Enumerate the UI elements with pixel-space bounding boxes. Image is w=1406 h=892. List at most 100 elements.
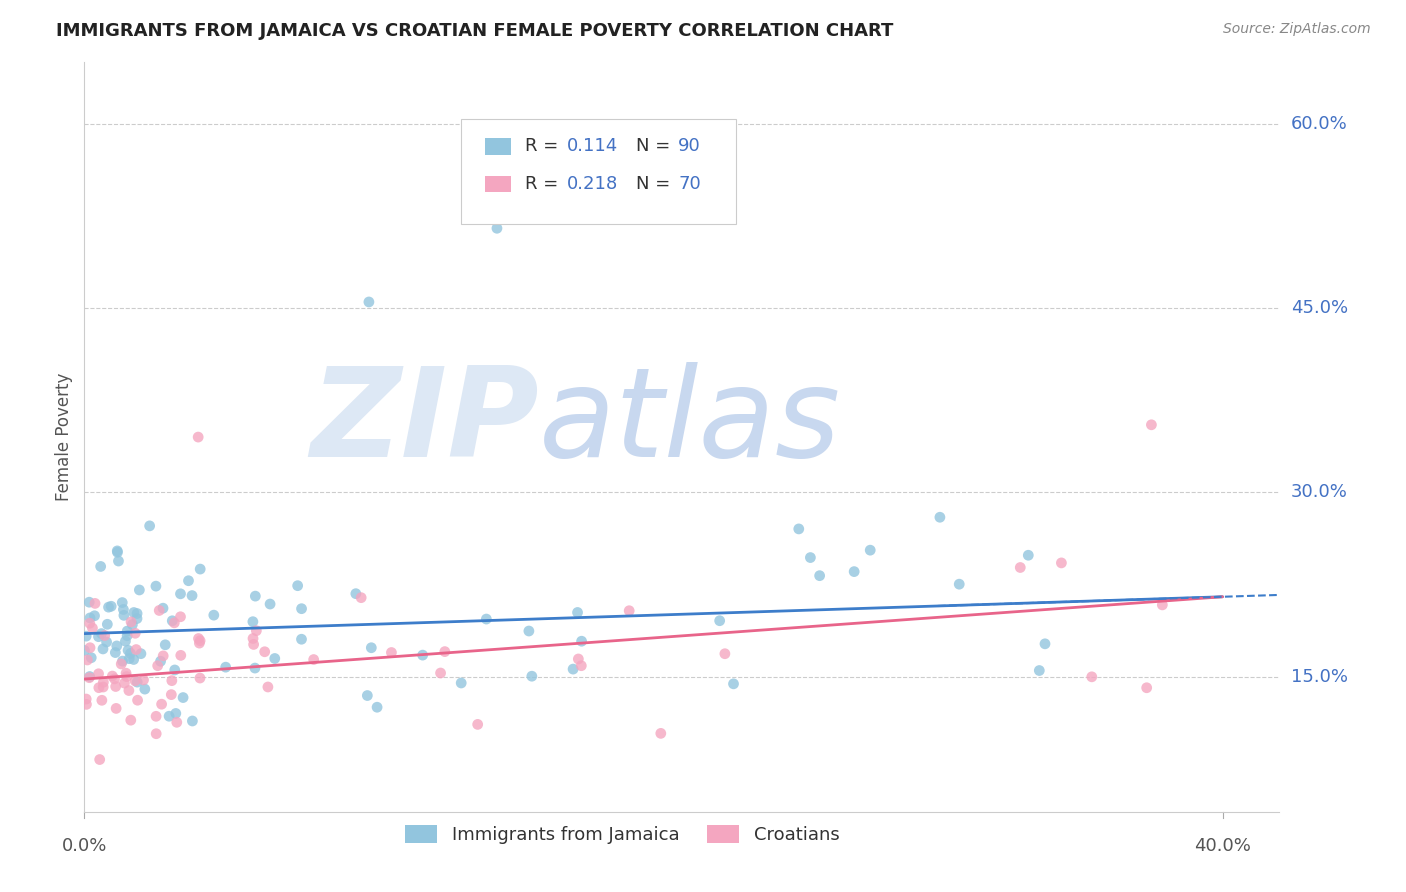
Point [172,690,194,705]
Point [181,714,204,728]
Point [96,617,118,632]
Point [100,599,122,614]
Point [181,589,204,603]
Point [87,630,110,644]
Point [290,632,312,647]
Text: R =: R = [526,137,564,155]
Point [125,642,148,657]
Point [134,682,156,697]
Point [75,698,97,712]
Point [118,683,141,698]
Point [120,615,142,629]
Point [467,717,489,731]
Point [79,640,101,655]
Point [90,626,112,640]
Point [90,693,112,707]
FancyBboxPatch shape [485,138,510,154]
Point [215,660,238,674]
Point [245,589,267,603]
Point [242,615,264,629]
Point [485,221,508,235]
Point [150,697,173,711]
Point [357,295,380,310]
Point [84,596,107,610]
Point [105,639,128,653]
Point [157,709,180,723]
Point [1033,637,1056,651]
Point [75,629,97,643]
Point [1017,548,1039,562]
Point [243,661,266,675]
Point [79,671,101,685]
Point [160,688,183,702]
Point [1140,417,1163,432]
Point [429,666,451,681]
Point [146,658,169,673]
Point [619,604,641,618]
Point [152,648,174,663]
Point [82,621,104,635]
Point [166,715,188,730]
Point [93,675,115,690]
Point [89,753,111,767]
Point [344,587,367,601]
Y-axis label: Female Poverty: Female Poverty [55,373,73,501]
Point [844,565,866,579]
Point [163,663,186,677]
Point [188,671,211,685]
Text: N =: N = [637,175,676,193]
Point [87,681,110,695]
Point [122,652,145,666]
Point [80,650,103,665]
Text: 0.114: 0.114 [567,137,619,155]
Text: IMMIGRANTS FROM JAMAICA VS CROATIAN FEMALE POVERTY CORRELATION CHART: IMMIGRANTS FROM JAMAICA VS CROATIAN FEMA… [56,22,894,40]
Point [127,693,149,707]
Point [79,616,101,631]
Text: 60.0%: 60.0% [1291,115,1347,133]
Point [117,643,139,657]
Point [115,666,138,681]
Point [112,602,135,616]
Point [714,647,737,661]
Point [114,634,136,648]
Point [160,673,183,688]
Point [450,676,472,690]
Text: atlas: atlas [538,361,841,483]
Point [83,608,105,623]
Point [709,614,731,628]
Point [350,591,373,605]
Point [380,646,402,660]
Point [115,670,138,684]
Point [125,607,148,621]
Text: N =: N = [637,137,676,155]
Point [787,522,810,536]
Point [1010,560,1032,574]
Point [165,706,187,721]
Point [1050,556,1073,570]
Text: 40.0%: 40.0% [1194,837,1251,855]
Point [188,633,211,648]
Point [121,617,143,632]
Point [75,692,97,706]
Point [97,600,120,615]
Point [91,680,114,694]
Point [96,635,118,649]
Point [107,554,129,568]
Point [188,636,211,650]
Point [177,574,200,588]
Point [87,666,110,681]
Point [253,645,276,659]
Point [127,675,149,690]
Legend: Immigrants from Jamaica, Croatians: Immigrants from Jamaica, Croatians [398,818,846,851]
Point [77,595,100,609]
Point [1152,598,1174,612]
Point [928,510,950,524]
Point [105,544,128,558]
Point [163,615,186,630]
Point [263,651,285,665]
Point [73,643,96,657]
Text: Source: ZipAtlas.com: Source: ZipAtlas.com [1223,22,1371,37]
Point [107,545,129,559]
Point [90,559,112,574]
Point [104,646,127,660]
